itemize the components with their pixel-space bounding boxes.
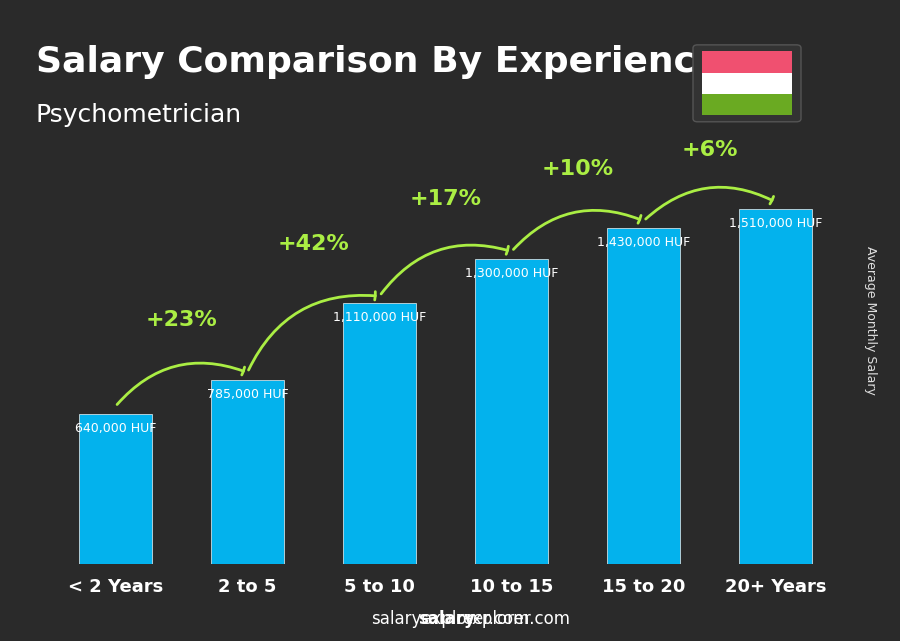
Bar	[343, 303, 416, 564]
Text: Salary Comparison By Experience: Salary Comparison By Experience	[36, 45, 719, 79]
Text: +23%: +23%	[146, 310, 217, 330]
Text: 785,000 HUF: 785,000 HUF	[206, 388, 288, 401]
Text: salary: salary	[418, 610, 475, 628]
Text: salaryexplorer.com: salaryexplorer.com	[371, 610, 529, 628]
Text: Average Monthly Salary: Average Monthly Salary	[865, 246, 878, 395]
Text: Psychometrician: Psychometrician	[36, 103, 242, 126]
Bar	[211, 379, 284, 564]
Bar	[475, 258, 548, 564]
Text: 1,510,000 HUF: 1,510,000 HUF	[729, 217, 823, 230]
Text: explorer.com: explorer.com	[462, 610, 570, 628]
Bar	[608, 228, 680, 564]
Text: 1,430,000 HUF: 1,430,000 HUF	[597, 237, 690, 249]
Bar	[79, 413, 151, 564]
Text: +42%: +42%	[277, 234, 349, 254]
Text: 1,300,000 HUF: 1,300,000 HUF	[465, 267, 558, 279]
Text: +17%: +17%	[410, 189, 482, 209]
Text: +10%: +10%	[542, 158, 614, 179]
Text: +6%: +6%	[681, 140, 738, 160]
Text: 640,000 HUF: 640,000 HUF	[75, 422, 156, 435]
Text: 1,110,000 HUF: 1,110,000 HUF	[333, 312, 426, 324]
Bar	[740, 209, 812, 564]
